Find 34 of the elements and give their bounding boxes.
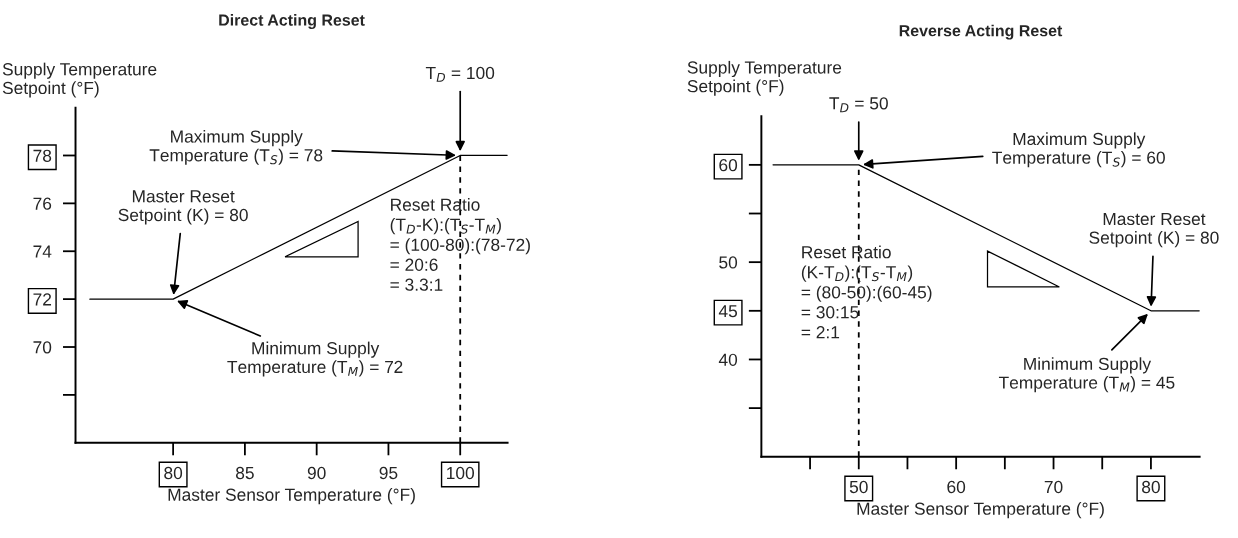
annotation: T$_{D}$ = 100 <box>425 66 495 82</box>
annotation: Maximum Supply Temperature (T$_{S}$) = 78 <box>149 129 323 165</box>
y-tick-label: 50 <box>719 256 738 269</box>
annotation: Minimum Supply Temperature (T$_{M}$) = 72 <box>227 341 403 377</box>
y-tick-label: 74 <box>33 245 52 258</box>
x-tick-label: 80 <box>1142 480 1160 494</box>
y-tick-label: 76 <box>33 197 52 210</box>
y-tick-label: 72 <box>33 293 52 306</box>
x-tick-label: 70 <box>1044 480 1063 494</box>
x-axis-title: Master Sensor Temperature (°F) <box>168 488 415 505</box>
x-tick-label: 90 <box>307 466 326 480</box>
x-tick-label: 80 <box>164 466 183 480</box>
y-axis-title: Supply Temperature Setpoint (°F) <box>2 62 157 98</box>
y-tick-label: 45 <box>718 305 738 318</box>
x-tick-label: 100 <box>447 466 475 480</box>
chart-title: Reverse Acting Reset <box>899 24 1063 40</box>
annotation: Master Reset Setpoint (K) = 80 <box>118 190 248 225</box>
y-tick-label: 60 <box>719 159 738 172</box>
y-tick-label: 70 <box>33 341 52 354</box>
annotation: T$_{D}$ = 50 <box>829 97 888 113</box>
annotation: Maximum Supply Temperature (T$_{S}$) = 60 <box>992 132 1165 168</box>
x-tick-label: 50 <box>849 480 868 494</box>
x-tick-label: 60 <box>947 480 966 494</box>
text: Reset Ratio (K-T$_{D}$):(T$_{S}$-T$_{M}$) = (80-50):(60-45) = 30:15 = 2:1 <box>801 245 932 339</box>
text: Reset Ratio (T$_{D}$-K):(T$_{S}$-T$_{M}$) = (100-80):(78-72) = 20:6 = 3.3:1 <box>390 198 530 291</box>
x-axis-title: Master Sensor Temperature (°F) <box>857 502 1104 519</box>
annotation: Master Reset Setpoint (K) = 80 <box>1089 213 1219 248</box>
annotation: Minimum Supply Temperature (T$_{M}$) = 45 <box>998 357 1175 393</box>
y-axis-title: Supply Temperature Setpoint (°F) <box>687 60 842 96</box>
chart-title: Direct Acting Reset <box>219 14 365 29</box>
y-tick-label: 40 <box>718 353 738 366</box>
x-tick-label: 95 <box>379 466 398 480</box>
x-tick-label: 85 <box>236 466 254 480</box>
y-tick-label: 78 <box>33 149 52 162</box>
